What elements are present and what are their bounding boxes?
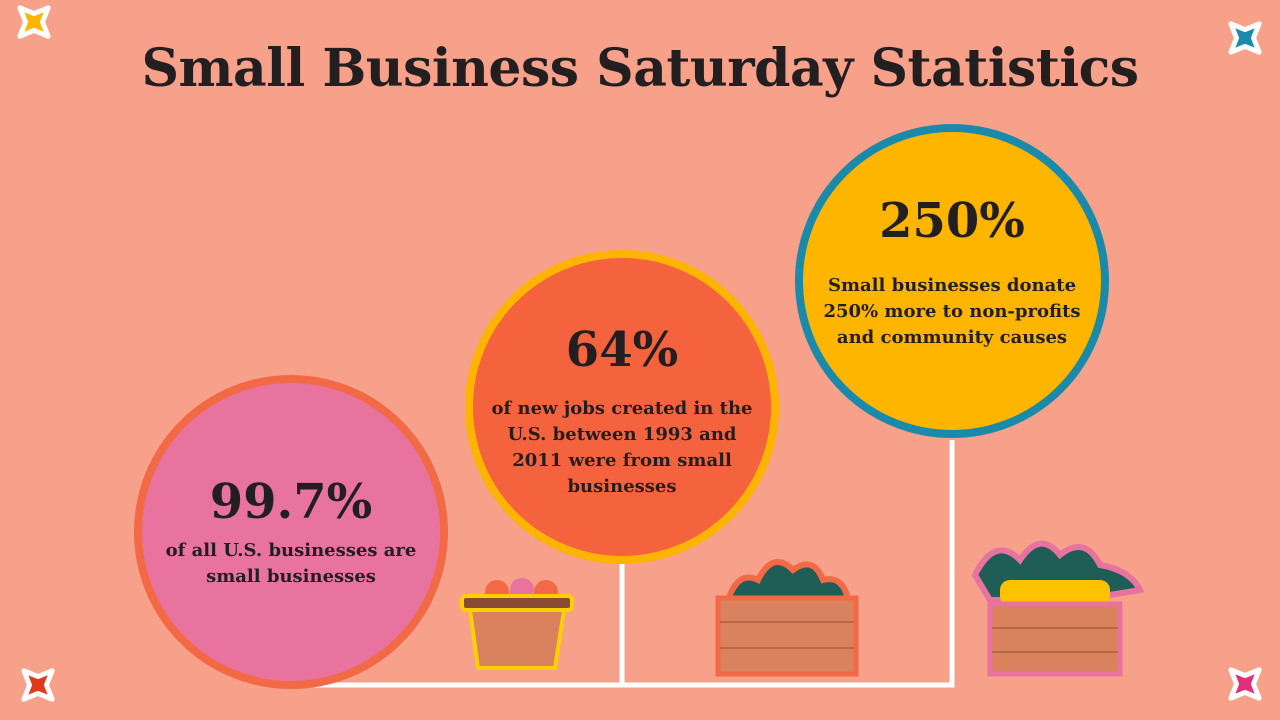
stat-value: 64% — [565, 322, 679, 378]
title: Small Business Saturday Statistics — [141, 38, 1139, 99]
stat-value: 250% — [879, 193, 1025, 249]
stat-description: of new jobs created in the U.S. between … — [491, 398, 753, 497]
stat-card: 99.7% of all U.S. businesses are small b… — [151, 474, 431, 590]
stat-value: 99.7% — [209, 474, 373, 530]
stat-description: of all U.S. businesses are small busines… — [165, 540, 417, 587]
stat-card: 250% Small businesses donate 250% more t… — [817, 193, 1087, 351]
stat-description: Small businesses donate 250% more to non… — [823, 275, 1081, 348]
stat-card: 64% of new jobs created in the U.S. betw… — [487, 322, 757, 500]
